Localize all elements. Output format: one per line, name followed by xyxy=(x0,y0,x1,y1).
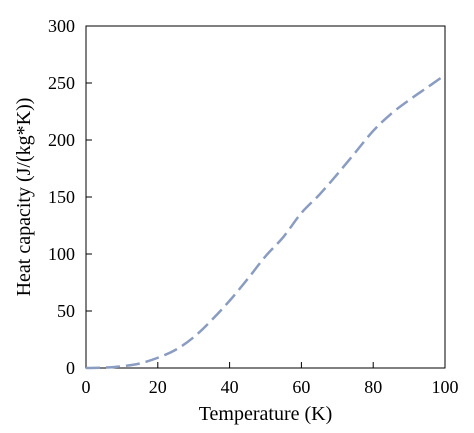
plot-frame xyxy=(85,25,446,369)
x-tick-label: 0 xyxy=(82,377,91,397)
x-tick-label: 40 xyxy=(221,377,239,397)
y-tick-label: 300 xyxy=(48,16,75,36)
x-axis-label: Temperature (K) xyxy=(199,403,333,425)
y-tick-label: 100 xyxy=(48,244,75,264)
y-axis-label: Heat capacity (J/(kg*K)) xyxy=(13,98,35,297)
y-tick-label: 250 xyxy=(48,73,75,93)
y-tick-label: 50 xyxy=(57,301,75,321)
x-tick-label: 80 xyxy=(364,377,382,397)
x-tick-label: 60 xyxy=(292,377,310,397)
y-tick-label: 0 xyxy=(66,358,75,378)
tick-label-group: 0 20 40 60 80 100 0 50 100 150 200 250 300 xyxy=(48,16,459,397)
tick-group xyxy=(85,25,446,369)
x-tick-label: 20 xyxy=(149,377,167,397)
series-line xyxy=(85,73,446,370)
y-tick-label: 150 xyxy=(48,187,75,207)
y-tick-label: 200 xyxy=(48,130,75,150)
x-tick-label: 100 xyxy=(432,377,459,397)
